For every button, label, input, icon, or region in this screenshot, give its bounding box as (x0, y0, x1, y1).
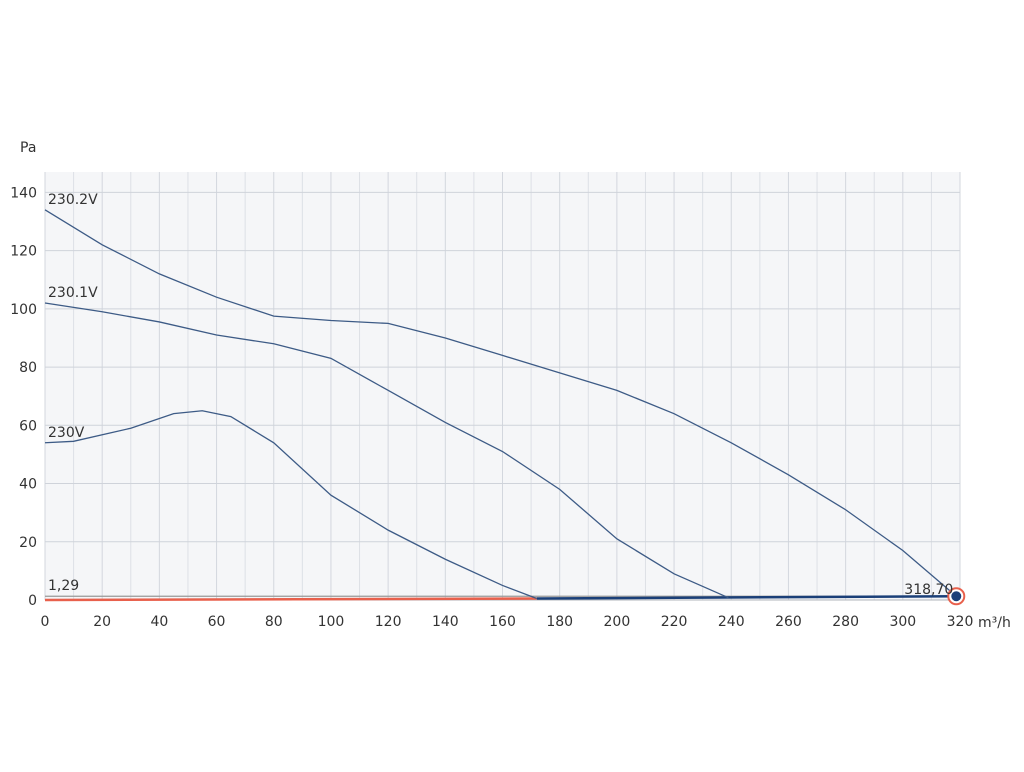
x-tick-label: 200 (604, 614, 631, 630)
x-tick-label: 80 (265, 614, 283, 630)
y-tick-label: 120 (10, 244, 37, 260)
y-tick-label: 100 (10, 302, 37, 318)
reference-label: 1,29 (48, 578, 79, 594)
x-tick-label: 260 (775, 614, 802, 630)
y-tick-label: 0 (28, 593, 37, 609)
x-tick-label: 100 (318, 614, 345, 630)
curve-label: 230.1V (48, 285, 98, 301)
x-tick-label: 220 (661, 614, 688, 630)
x-tick-label: 140 (432, 614, 459, 630)
x-tick-label: 160 (489, 614, 516, 630)
x-tick-label: 120 (375, 614, 402, 630)
x-tick-label: 320 (947, 614, 974, 630)
system-line (536, 594, 957, 600)
fan-curve (44, 209, 957, 597)
x-tick-label: 0 (41, 614, 50, 630)
y-axis-label: Pa (20, 140, 36, 156)
x-axis-label: m³/h (978, 615, 1011, 631)
x-tick-label: 60 (208, 614, 226, 630)
x-tick-label: 180 (546, 614, 573, 630)
y-tick-label: 20 (19, 535, 37, 551)
y-tick-label: 80 (19, 360, 37, 376)
operating-point (951, 591, 962, 602)
x-tick-label: 280 (832, 614, 859, 630)
curve-label: 230.2V (48, 192, 98, 208)
y-tick-label: 140 (10, 185, 37, 201)
x-tick-label: 40 (150, 614, 168, 630)
curve-label: 230V (48, 425, 85, 441)
operating-point-label: 318,70 (904, 582, 953, 598)
y-tick-label: 60 (19, 418, 37, 434)
fan-curve (44, 302, 729, 599)
fan-curve (44, 410, 538, 600)
y-tick-label: 40 (19, 477, 37, 493)
x-tick-label: 300 (889, 614, 916, 630)
x-tick-label: 240 (718, 614, 745, 630)
system-line (44, 597, 537, 602)
x-tick-label: 20 (93, 614, 111, 630)
